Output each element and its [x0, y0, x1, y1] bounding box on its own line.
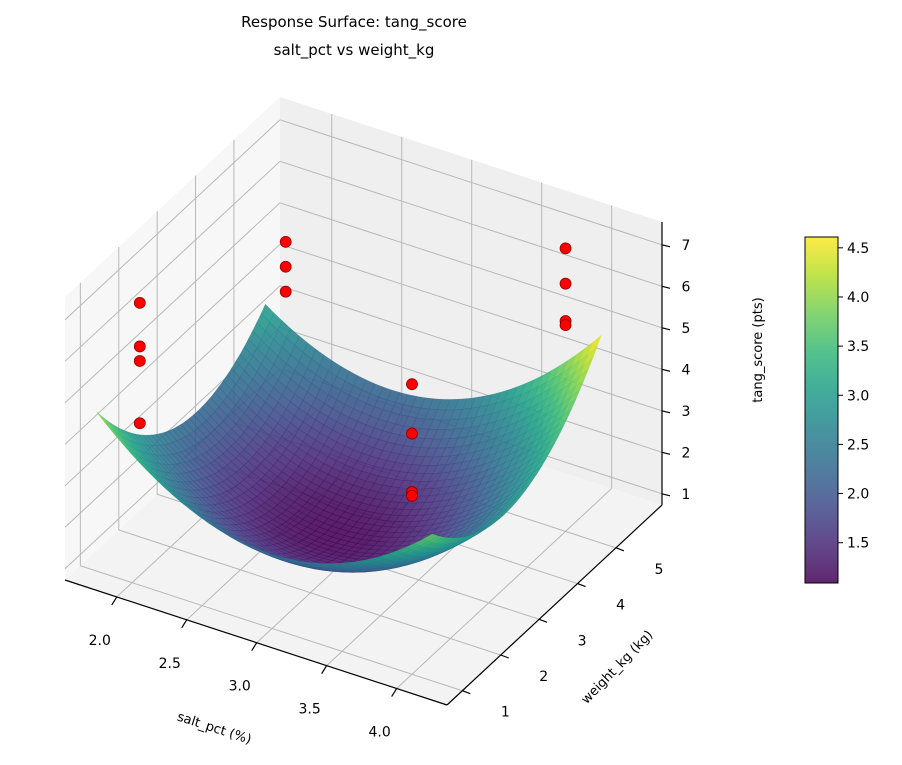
y-tick-mark	[615, 547, 625, 552]
colorbar: 1.5 2.0 2.5 3.0 3.5 4.0 4.5	[804, 236, 869, 584]
x-tick-label: 2.5	[159, 656, 181, 672]
x-tick-label: 3.5	[299, 702, 321, 718]
colorbar-tick-label: 2.5	[847, 437, 869, 453]
y-grid-line	[80, 565, 463, 692]
y-tick-mark	[500, 654, 509, 659]
z-grid-line	[279, 160, 663, 287]
chart-title: Response Surface: tang_score	[241, 13, 467, 31]
colorbar-tick-label: 3.5	[847, 339, 869, 355]
surface-facet	[423, 533, 438, 541]
data-point	[133, 340, 146, 353]
z-grid-line	[279, 202, 663, 329]
z-grid-line	[64, 202, 281, 404]
z-tick-label: 1	[682, 487, 691, 503]
y-tick-mark	[577, 583, 586, 588]
z-tick-label: 7	[682, 238, 691, 254]
x-tick-label: 2.0	[89, 633, 111, 649]
z-grid-line	[64, 285, 281, 487]
z-grid-line	[64, 160, 281, 362]
y-tick-mark	[538, 618, 548, 623]
z-tick-mark	[661, 410, 671, 414]
z-tick-mark	[661, 327, 671, 331]
data-point	[559, 242, 572, 255]
x-tick-mark	[181, 619, 188, 629]
z-grid-line	[279, 326, 663, 453]
y-axis-line	[446, 504, 663, 706]
z-tick-mark	[661, 451, 671, 455]
x-tick-mark	[111, 596, 118, 606]
data-point	[406, 427, 418, 440]
colorbar-gradient	[804, 236, 839, 584]
z-tick-label: 3	[682, 404, 691, 420]
z-tick-label: 4	[682, 362, 691, 378]
y-grid-line	[118, 529, 501, 656]
data-point	[133, 355, 146, 367]
z-grid-line	[64, 119, 281, 321]
y-tick-label: 5	[654, 562, 663, 578]
z-tick-label: 5	[682, 321, 691, 337]
y-tick-mark	[462, 690, 471, 695]
surface-facet	[96, 411, 110, 427]
y-tick-label: 2	[539, 669, 548, 685]
data-point	[559, 319, 572, 332]
y-axis-label: weight_kg (kg)	[579, 628, 657, 708]
y-tick-labels: 1 2 3 4 5	[501, 562, 663, 721]
scatter-points	[133, 235, 572, 502]
data-point	[406, 378, 418, 391]
data-point	[559, 277, 572, 290]
z-tick-label: 6	[682, 279, 691, 295]
x-grid-line	[396, 488, 612, 689]
z-tick-mark	[661, 368, 671, 372]
y-tick-label: 1	[501, 705, 510, 721]
colorbar-tick-label: 2.0	[847, 487, 869, 503]
x-tick-label: 4.0	[368, 725, 390, 741]
data-point	[279, 235, 292, 248]
data-point	[133, 296, 146, 309]
x-axis-line	[64, 579, 448, 706]
x-tick-labels: 2.0 2.5 3.0 3.5 4.0	[89, 633, 391, 741]
z-grid-line	[64, 243, 281, 445]
data-point	[406, 489, 418, 502]
chart-subtitle: salt_pct vs weight_kg	[273, 41, 435, 59]
colorbar-tick-label: 1.5	[847, 536, 869, 552]
z-tick-label: 2	[682, 445, 691, 461]
y-tick-label: 3	[578, 633, 587, 649]
z-tick-labels: 1 2 3 4 5 6 7	[682, 238, 691, 503]
x-axis-label: salt_pct (%)	[175, 710, 253, 748]
z-tick-mark	[661, 244, 671, 248]
colorbar-tick-label: 4.5	[847, 241, 869, 257]
colorbar-tick-label: 4.0	[847, 290, 869, 306]
x-tick-mark	[251, 642, 258, 652]
response-surface	[96, 303, 602, 573]
x-tick-mark	[391, 688, 398, 697]
x-tick-label: 3.0	[229, 679, 251, 695]
data-point	[133, 417, 146, 430]
z-tick-mark	[661, 493, 671, 497]
z-axis-label: tang_score (pts)	[751, 297, 766, 402]
x-tick-mark	[321, 665, 328, 674]
data-point	[279, 260, 292, 273]
axes	[64, 222, 671, 706]
data-point	[279, 285, 292, 298]
z-tick-mark	[661, 285, 671, 289]
colorbar-tick-label: 3.0	[847, 388, 869, 404]
z-grid-line	[279, 243, 663, 370]
z-grid-line	[279, 285, 663, 412]
z-grid-line	[279, 119, 663, 246]
y-tick-label: 4	[616, 598, 625, 614]
